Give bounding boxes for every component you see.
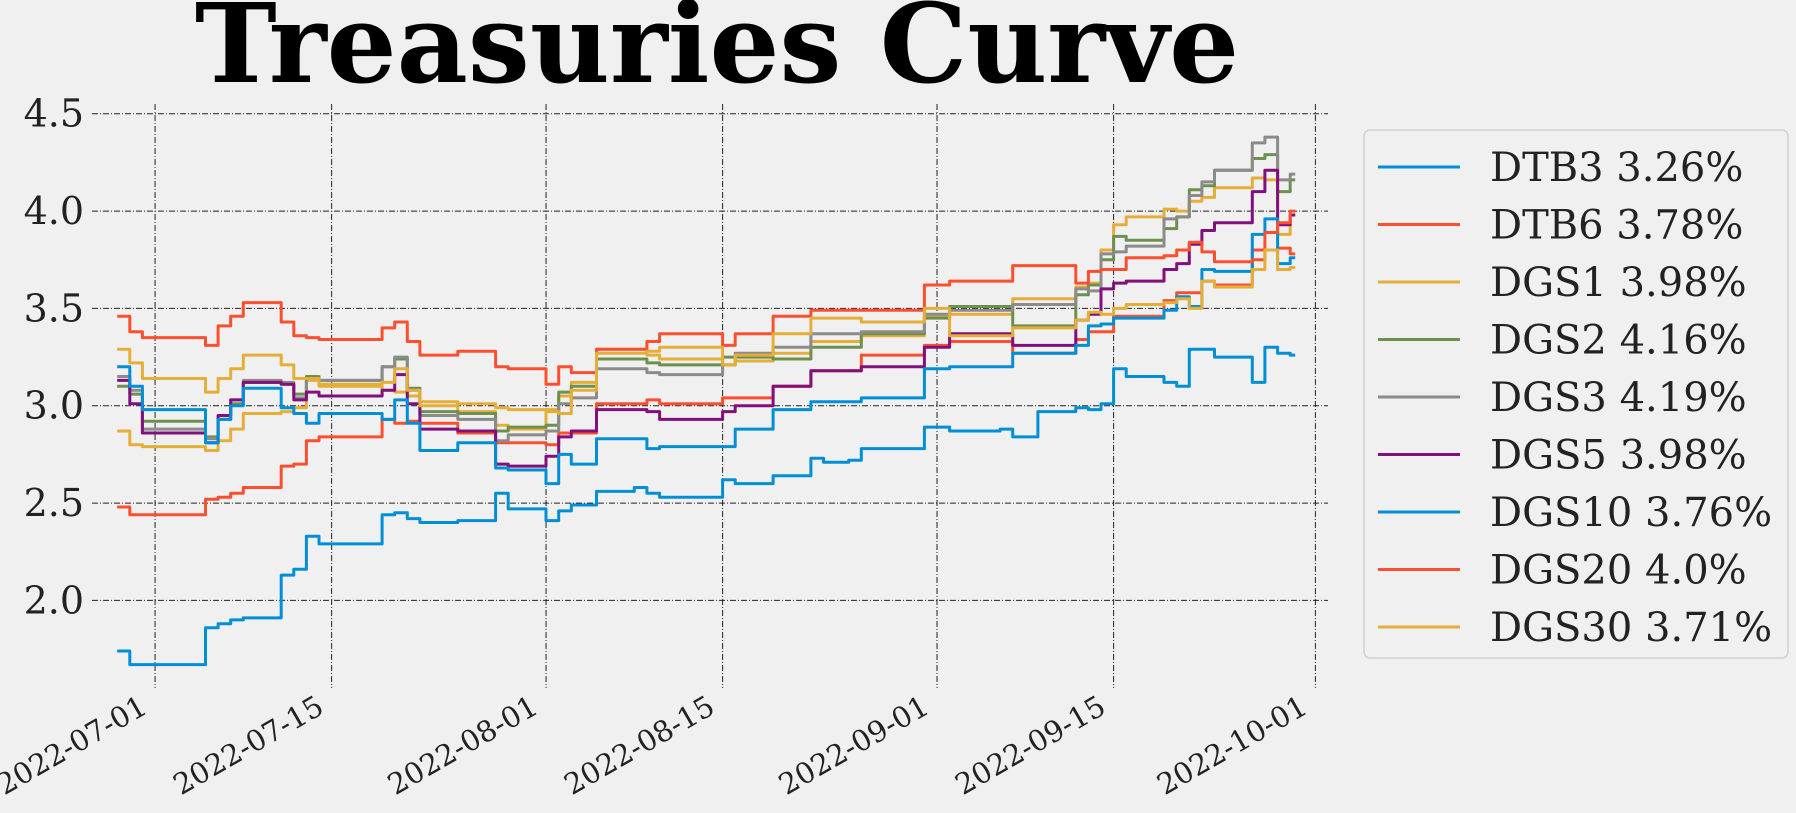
- series-line-dgs10: [117, 217, 1296, 486]
- x-tick-label: 2022-07-01: [0, 689, 153, 802]
- x-tick-label: 2022-09-01: [773, 689, 935, 802]
- legend-label: DGS30 3.71%: [1490, 605, 1772, 651]
- legend-label: DGS3 4.19%: [1490, 375, 1747, 421]
- series-line-dtb3: [117, 345, 1296, 667]
- legend-label: DGS1 3.98%: [1490, 260, 1747, 306]
- x-tick-label: 2022-08-15: [558, 689, 720, 802]
- legend-label: DGS20 4.0%: [1490, 548, 1747, 594]
- chart-title: Treasuries Curve: [195, 0, 1239, 108]
- x-tick-label: 2022-08-01: [382, 689, 544, 802]
- legend-label: DTB6 3.78%: [1490, 203, 1743, 249]
- legend-label: DGS2 4.16%: [1490, 318, 1747, 364]
- series-line-dtb6: [117, 246, 1296, 517]
- x-tick-label: 2022-10-01: [1151, 689, 1313, 802]
- x-tick-label: 2022-07-15: [167, 689, 329, 802]
- y-tick-label: 4.0: [24, 189, 84, 233]
- y-tick-label: 3.0: [24, 384, 84, 428]
- y-axis-ticks: 2.0 2.5 3.0 3.5 4.0 4.5: [24, 92, 84, 623]
- legend-label: DGS10 3.76%: [1490, 490, 1772, 536]
- grid: [92, 104, 1328, 688]
- legend-box: [1363, 129, 1789, 659]
- series-line-dgs20: [117, 209, 1296, 386]
- series-line-dgs30: [117, 248, 1296, 415]
- series-lines: [117, 135, 1296, 667]
- y-tick-label: 2.5: [24, 481, 84, 525]
- legend-label: DGS5 3.98%: [1490, 433, 1747, 479]
- y-tick-label: 4.5: [24, 92, 84, 136]
- legend-label: DTB3 3.26%: [1490, 145, 1743, 191]
- y-tick-label: 2.0: [24, 578, 84, 622]
- x-tick-label: 2022-09-15: [949, 689, 1111, 802]
- x-axis-ticks: 2022-07-01 2022-07-15 2022-08-01 2022-08-15…: [0, 689, 1313, 802]
- legend: DTB3 3.26% DTB6 3.78% DGS1 3.98% DGS2 4.16%…: [1363, 129, 1789, 659]
- y-tick-label: 3.5: [24, 286, 84, 330]
- series-line-dgs5: [117, 168, 1296, 468]
